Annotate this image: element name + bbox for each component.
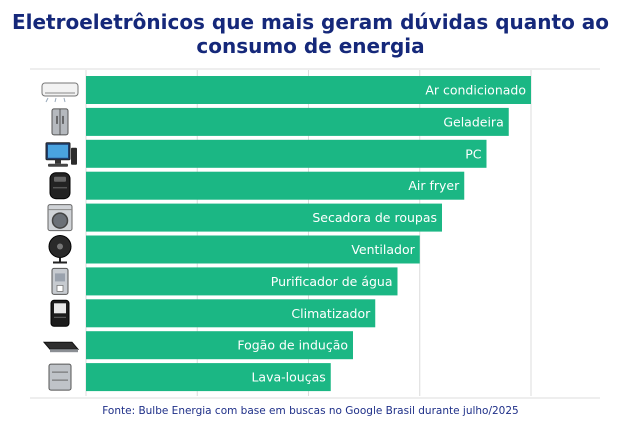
bar-ar-condicionado bbox=[86, 76, 531, 104]
air-cooler-icon bbox=[50, 299, 70, 327]
dishwasher-icon bbox=[48, 363, 72, 391]
bar-label: PC bbox=[465, 146, 482, 161]
bar-label: Ar condicionado bbox=[425, 83, 526, 98]
chart-title: Eletroeletrônicos que mais geram dúvidas… bbox=[0, 10, 621, 58]
bar-ventilador bbox=[86, 235, 420, 264]
bar-label: Purificador de água bbox=[271, 274, 393, 289]
induction-cooktop-icon bbox=[42, 341, 80, 353]
bar-secadora-de-roupas bbox=[86, 203, 442, 232]
bar-label: Air fryer bbox=[408, 178, 460, 193]
bar-label: Ventilador bbox=[351, 242, 415, 257]
chart-title-line-1: Eletroeletrônicos que mais geram dúvidas… bbox=[11, 10, 610, 34]
chart-title-line-2: consumo de energia bbox=[196, 34, 425, 58]
water-purifier-icon bbox=[51, 267, 69, 295]
bar-fogao-de-inducao bbox=[86, 331, 353, 360]
dryer-icon bbox=[47, 204, 73, 232]
bar-lava-loucas bbox=[86, 363, 331, 392]
bar-pc bbox=[86, 139, 487, 168]
bar-geladeira bbox=[86, 107, 509, 136]
bar-air-fryer bbox=[86, 171, 465, 200]
pc-icon bbox=[45, 142, 77, 167]
bar-label: Secadora de roupas bbox=[312, 210, 437, 225]
air-conditioner-icon bbox=[41, 82, 79, 103]
source-note: Fonte: Bulbe Energia com base em buscas … bbox=[102, 405, 519, 417]
bar-climatizador bbox=[86, 299, 376, 328]
air-fryer-icon bbox=[49, 172, 71, 200]
bar-label: Climatizador bbox=[291, 306, 371, 321]
refrigerator-icon bbox=[51, 108, 69, 136]
bar-purificador-de-agua bbox=[86, 267, 398, 296]
bar-label: Lava-louças bbox=[251, 370, 325, 385]
bar-label: Geladeira bbox=[443, 114, 503, 129]
fan-icon bbox=[48, 235, 72, 264]
bar-label: Fogão de indução bbox=[237, 338, 348, 353]
